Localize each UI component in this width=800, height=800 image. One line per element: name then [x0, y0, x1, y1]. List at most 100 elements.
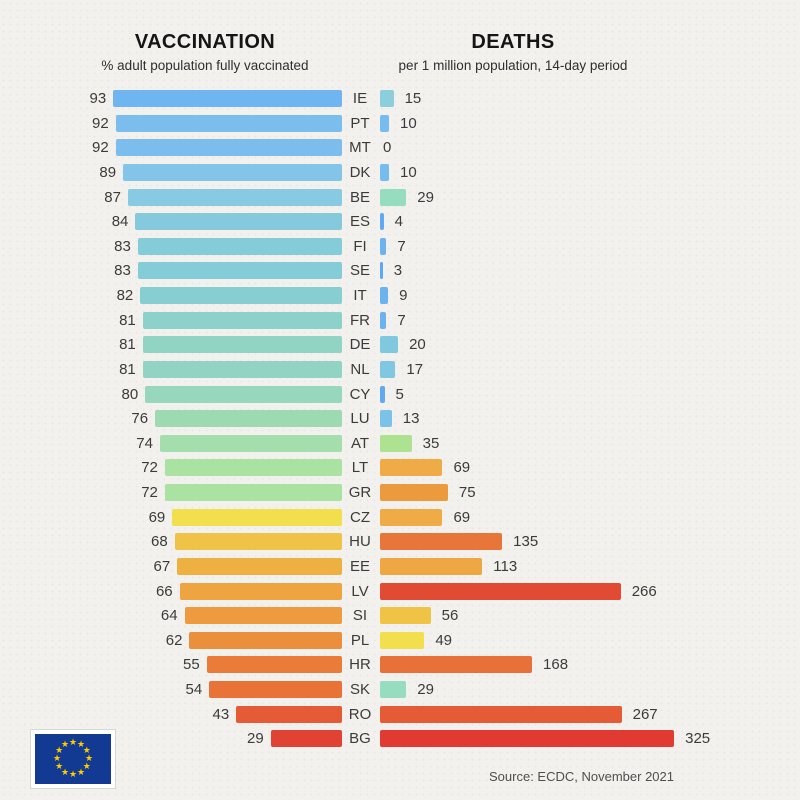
deaths-value-label: 0 [383, 139, 392, 157]
country-code-label: LT [351, 459, 369, 477]
eu-flag-star-icon: ★ [68, 737, 78, 747]
deaths-value-label: 266 [631, 582, 657, 600]
deaths-value-label: 29 [417, 681, 434, 699]
country-row-RO: 43 RO 267 [0, 705, 800, 723]
country-row-SI: 64 SI 56 [0, 607, 800, 625]
deaths-value-label: 267 [632, 705, 658, 723]
country-code-label: DE [349, 336, 371, 354]
vaccination-bar [159, 434, 342, 452]
country-code-label: LU [350, 410, 370, 428]
vaccination-value-label: 92 [92, 139, 109, 157]
country-row-AT: 74 AT 35 [0, 434, 800, 452]
country-code-label: FI [353, 237, 367, 255]
country-row-NL: 81 NL 17 [0, 360, 800, 378]
deaths-subtitle: per 1 million population, 14-day period [398, 58, 628, 73]
deaths-bar [380, 90, 394, 107]
vaccination-value-label: 72 [141, 484, 158, 502]
deaths-bar [380, 631, 425, 649]
country-row-HR: 55 HR 168 [0, 656, 800, 674]
vaccination-header: VACCINATION % adult population fully vac… [55, 31, 355, 73]
deaths-bar [380, 360, 396, 378]
deaths-bar [380, 336, 399, 354]
country-row-DE: 81 DE 20 [0, 336, 800, 354]
deaths-value-label: 56 [441, 607, 459, 625]
vaccination-subtitle: % adult population fully vaccinated [101, 58, 309, 73]
eu-flag-logo: ★ ★ ★ ★ ★ ★ ★ ★ ★ ★ ★ ★ [31, 730, 115, 788]
deaths-bar [380, 410, 392, 428]
vaccination-value-label: 81 [119, 311, 136, 329]
vaccination-value-label: 89 [99, 163, 117, 181]
vaccination-value-label: 67 [153, 557, 171, 575]
deaths-bar [380, 484, 448, 502]
deaths-value-label: 69 [453, 508, 471, 526]
country-row-ES: 84 ES 4 [0, 213, 800, 231]
country-row-EE: 67 EE 113 [0, 557, 800, 575]
vaccination-bar [127, 188, 342, 206]
vaccination-value-label: 54 [185, 681, 203, 699]
vaccination-bar [184, 607, 342, 625]
vaccination-bar [137, 237, 342, 255]
vaccination-value-label: 64 [160, 607, 178, 625]
vaccination-value-label: 43 [212, 705, 230, 723]
vaccination-value-label: 87 [104, 188, 121, 206]
country-code-label: LV [351, 582, 369, 600]
country-code-label: DK [349, 163, 371, 181]
vaccination-bar [164, 484, 342, 502]
vaccination-bar [179, 582, 342, 600]
deaths-bar [380, 262, 383, 280]
vaccination-bar [115, 139, 342, 157]
deaths-value-label: 325 [685, 730, 711, 748]
vaccination-value-label: 80 [121, 385, 139, 403]
source-caption: Source: ECDC, November 2021 [489, 769, 674, 784]
vaccination-bar [236, 705, 342, 723]
deaths-header: DEATHS per 1 million population, 14-day … [363, 31, 663, 73]
country-code-label: HU [349, 533, 371, 551]
country-code-label: SI [352, 607, 368, 625]
deaths-value-label: 135 [513, 533, 539, 551]
deaths-value-label: 3 [393, 262, 403, 280]
country-row-CZ: 69 CZ 69 [0, 508, 800, 526]
eu-flag-star-icon: ★ [76, 739, 86, 750]
country-code-label: GR [348, 484, 372, 502]
country-code-label: IT [353, 287, 367, 305]
country-code-label: NL [350, 360, 370, 378]
country-row-SK: 54 SK 29 [0, 681, 800, 699]
country-code-label: AT [350, 434, 370, 452]
eu-flag-star-icon: ★ [76, 766, 86, 777]
country-code-label: RO [348, 705, 372, 723]
vaccination-value-label: 84 [111, 213, 129, 231]
deaths-value-label: 9 [399, 287, 408, 305]
vaccination-bar [209, 681, 342, 699]
country-row-GR: 72 GR 75 [0, 484, 800, 502]
deaths-value-label: 5 [395, 385, 404, 403]
country-row-IE: 93 IE 15 [0, 90, 800, 107]
vaccination-value-label: 29 [246, 730, 264, 748]
deaths-value-label: 75 [458, 484, 476, 502]
vaccination-bar [189, 631, 342, 649]
vaccination-value-label: 69 [148, 508, 166, 526]
deaths-bar [380, 188, 407, 206]
deaths-value-label: 4 [394, 213, 403, 231]
country-code-label: HR [349, 656, 371, 674]
vaccination-bar [142, 336, 342, 354]
country-code-label: CZ [350, 508, 370, 526]
country-row-BG: 29 BG 325 [0, 730, 800, 748]
country-code-label: MT [349, 139, 371, 157]
country-row-MT: 92 MT 0 [0, 139, 800, 157]
country-row-PL: 62 PL 49 [0, 631, 800, 649]
eu-flag-star-icon: ★ [60, 766, 70, 777]
vaccination-bar [113, 90, 342, 107]
vaccination-bar [164, 459, 342, 477]
eu-flag-star-icon: ★ [55, 761, 64, 771]
vaccination-bar [142, 311, 342, 329]
country-row-FI: 83 FI 7 [0, 237, 800, 255]
vaccination-value-label: 81 [119, 336, 136, 354]
country-code-label: SK [349, 681, 370, 699]
vaccination-value-label: 55 [183, 656, 200, 674]
country-row-FR: 81 FR 7 [0, 311, 800, 329]
country-row-PT: 92 PT 10 [0, 114, 800, 132]
country-code-label: ES [349, 213, 370, 231]
deaths-value-label: 7 [397, 237, 406, 255]
country-code-label: PL [350, 631, 370, 649]
vaccination-value-label: 68 [151, 533, 168, 551]
